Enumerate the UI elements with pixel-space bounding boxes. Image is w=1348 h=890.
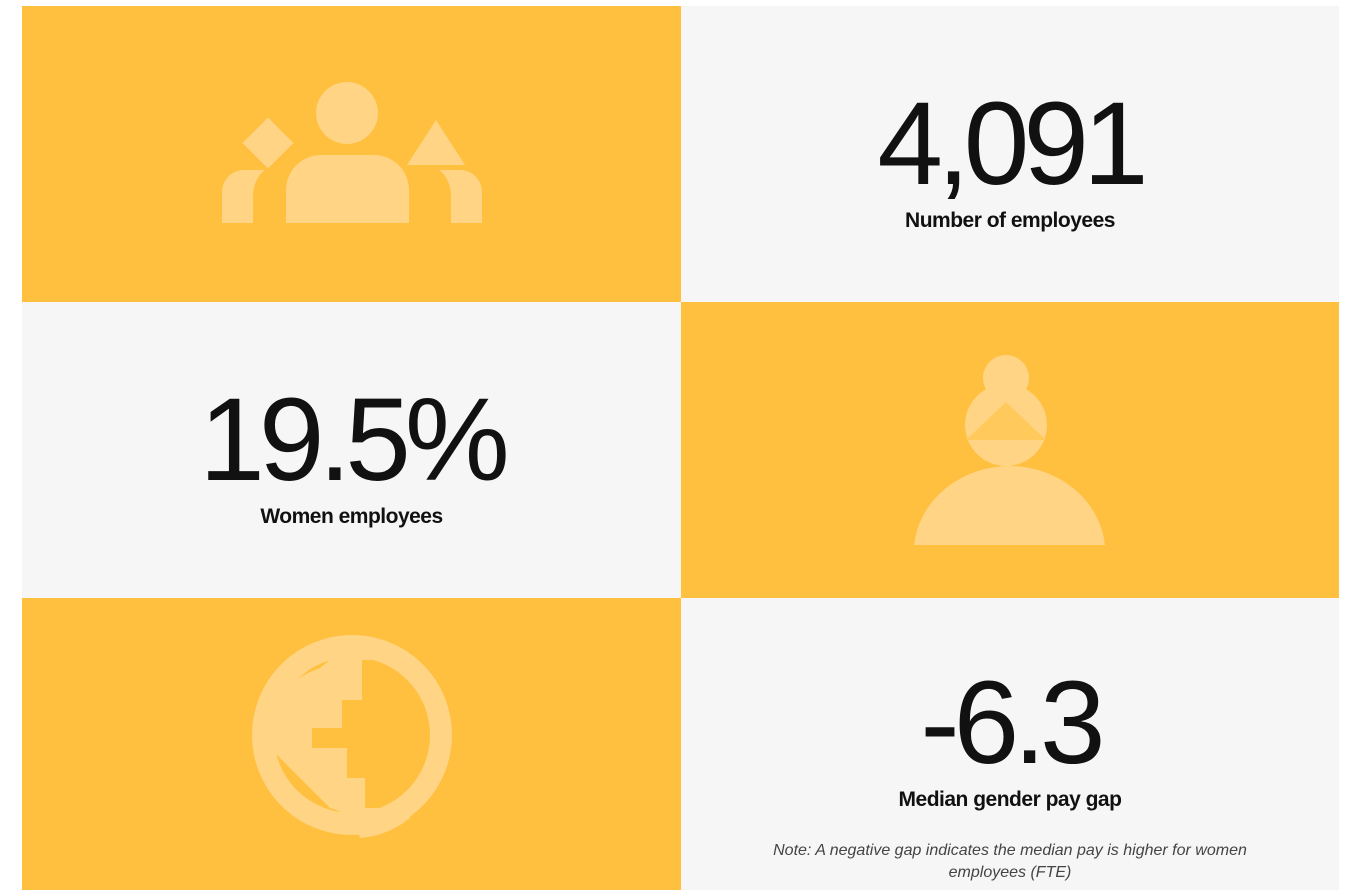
icon-tile xyxy=(681,302,1339,598)
stat-label: Median gender pay gap xyxy=(898,787,1122,811)
woman-icon xyxy=(914,355,1105,545)
people-icon xyxy=(222,82,482,223)
stat-value: 4,091 xyxy=(877,78,1148,210)
stat-value: 19.5% xyxy=(199,374,510,506)
stat-note: Note: A negative gap indicates the media… xyxy=(773,841,1247,881)
stat-tile: 4,091 Number of employees xyxy=(681,6,1339,302)
stat-tile: 19.5% Women employees xyxy=(22,302,681,598)
icon-tile xyxy=(22,598,681,890)
globe-icon xyxy=(252,635,452,838)
icon-tile xyxy=(22,6,681,302)
stat-tile: -6.3 Median gender pay gap Note: A negat… xyxy=(681,598,1339,890)
stat-label: Women employees xyxy=(260,505,443,528)
stat-label: Number of employees xyxy=(905,209,1115,232)
stat-value: -6.3 xyxy=(920,656,1105,789)
